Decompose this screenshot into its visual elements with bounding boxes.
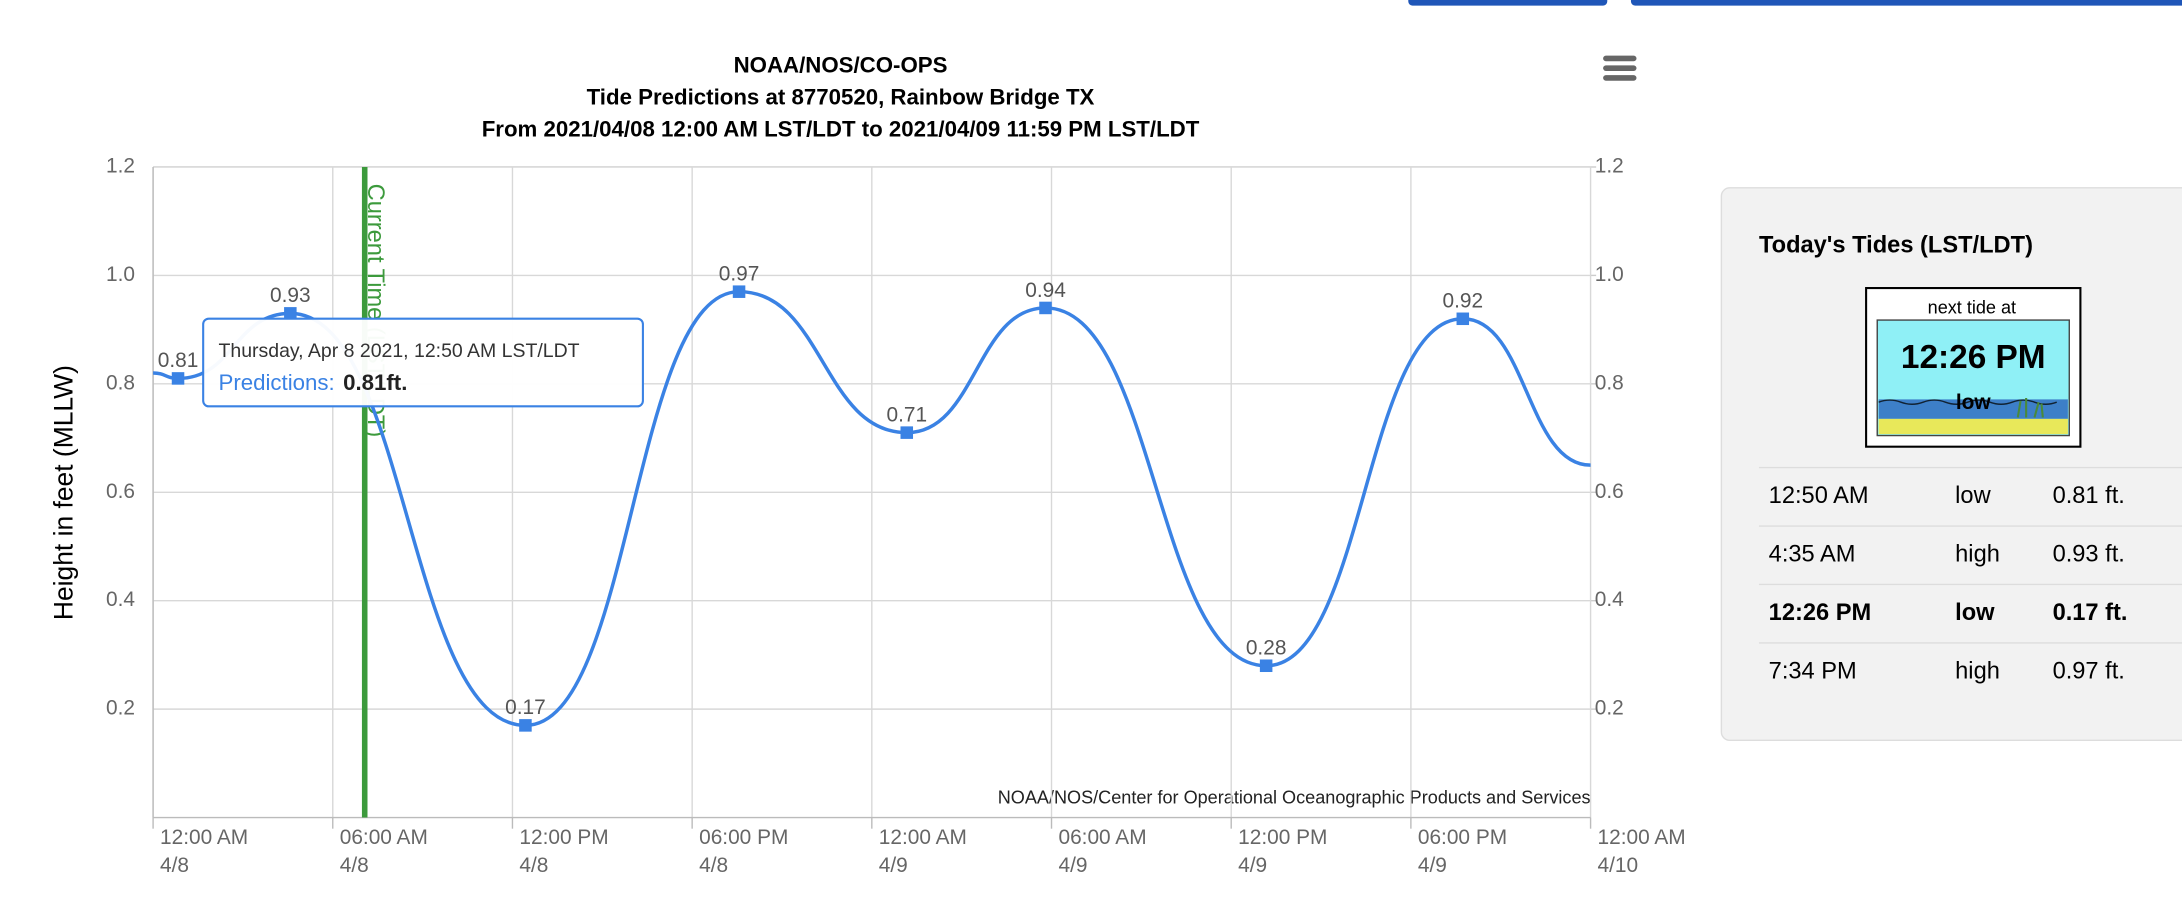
table-cell: 12:50 AM — [1769, 483, 1869, 509]
x-tick-label: 06:00 PM — [1418, 826, 1507, 849]
tooltip-series-name: Predictions: — [218, 370, 334, 395]
point-marker — [1039, 301, 1052, 315]
menu-bar — [1603, 75, 1637, 81]
x-tick-label: 4/9 — [879, 854, 908, 877]
point-marker — [284, 307, 297, 320]
y2-tick-label: 0.4 — [1595, 588, 1624, 611]
y2-tick-label: 0.8 — [1595, 371, 1624, 394]
y2-tick-label: 0.6 — [1595, 480, 1624, 503]
top-button[interactable] — [1630, 0, 2182, 6]
table-cell: high — [1955, 658, 2000, 684]
y-tick-label: 0.6 — [106, 480, 135, 503]
data-label: 0.81 — [158, 349, 199, 372]
chart-subtitle: Tide Predictions at 8770520, Rainbow Bri… — [587, 85, 1095, 110]
x-tick-label: 4/10 — [1598, 854, 1639, 877]
table-cell: high — [1955, 541, 2000, 567]
x-tick-label: 12:00 AM — [160, 826, 248, 849]
point-marker — [1456, 312, 1470, 326]
x-tick-label: 4/8 — [699, 854, 728, 877]
data-label: 0.71 — [886, 403, 927, 426]
tooltip-box — [202, 317, 644, 408]
point-marker — [732, 285, 746, 298]
y2-tick-label: 1.0 — [1595, 263, 1624, 286]
tooltip: Thursday, Apr 8 2021, 12:50 AM LST/LDT Pr… — [202, 317, 644, 408]
x-tick-label: 4/8 — [340, 854, 369, 877]
x-tick-label: 12:00 PM — [1238, 826, 1327, 849]
next-tide-label: next tide at — [1928, 298, 2016, 318]
y-tick-label: 1.2 — [106, 155, 135, 178]
x-tick-label: 4/9 — [1418, 854, 1447, 877]
data-label: 0.28 — [1246, 637, 1287, 660]
menu-bar — [1603, 55, 1637, 62]
table-cell: 7:34 PM — [1769, 658, 1857, 684]
point-marker — [519, 719, 532, 732]
chart-menu[interactable] — [1603, 55, 1637, 81]
table-cell: 0.93 ft. — [2053, 541, 2125, 567]
next-tide-type: low — [1956, 391, 1992, 414]
x-tick-label: 4/8 — [160, 854, 189, 877]
y-tick-label: 0.4 — [106, 588, 135, 611]
widget-grass — [2016, 397, 2044, 418]
widget-sand — [1878, 418, 2068, 435]
chart-title: NOAA/NOS/CO-OPS — [734, 53, 948, 78]
table-cell: 4:35 AM — [1769, 541, 1856, 567]
x-tick-label: 12:00 AM — [879, 826, 967, 849]
y2-tick-label: 0.2 — [1595, 697, 1624, 720]
next-tide-time: 12:26 PM — [1901, 339, 2046, 376]
y-tick-label: 0.2 — [106, 697, 135, 720]
data-label: 0.97 — [719, 262, 760, 285]
chart-subtitle: From 2021/04/08 12:00 AM LST/LDT to 2021… — [482, 117, 1200, 142]
x-tick-label: 12:00 PM — [519, 826, 608, 849]
widget-wave — [1878, 399, 2057, 405]
tooltip-series: Predictions: 0.81ft. — [218, 370, 407, 395]
y-axis-title: Height in feet (MLLW) — [48, 365, 78, 620]
plot: 0.2 0.4 0.6 0.8 1.0 1.2 0.2 0.4 0.6 0.8 1.0 1.2 12:0… — [106, 155, 1686, 877]
data-label: 0.17 — [505, 696, 546, 719]
table-cell: low — [1955, 600, 1995, 626]
point-marker — [1259, 659, 1273, 673]
x-tick-label: 4/9 — [1238, 854, 1267, 877]
x-tick-label: 4/8 — [519, 854, 548, 877]
x-tick-label: 06:00 PM — [699, 826, 788, 849]
top-button[interactable] — [1408, 0, 1608, 6]
tooltip-value: 0.81ft. — [343, 370, 407, 395]
table-cell: 12:26 PM — [1769, 600, 1871, 626]
x-tick-label: 4/9 — [1058, 854, 1087, 877]
y2-tick-label: 1.2 — [1595, 155, 1624, 178]
y-tick-label: 1.0 — [106, 263, 135, 286]
table-cell: 0.97 ft. — [2053, 658, 2125, 684]
tooltip-title: Thursday, Apr 8 2021, 12:50 AM LST/LDT — [218, 340, 579, 362]
data-label: 0.92 — [1442, 290, 1483, 313]
x-tick-label: 12:00 AM — [1598, 826, 1686, 849]
panel-title: Today's Tides (LST/LDT) — [1759, 233, 2033, 259]
data-label: 0.94 — [1025, 279, 1066, 302]
x-tick-label: 06:00 AM — [1058, 826, 1146, 849]
credits[interactable]: NOAA/NOS/Center for Operational Oceanogr… — [998, 788, 1591, 808]
table-cell: 0.81 ft. — [2053, 483, 2125, 509]
point-marker — [171, 372, 185, 385]
x-tick-label: 06:00 AM — [340, 826, 428, 849]
y-tick-label: 0.8 — [106, 371, 135, 394]
tides-panel: Today's Tides (LST/LDT) next tide at 12:… — [1720, 187, 2182, 742]
point-marker — [900, 426, 914, 439]
data-label: 0.93 — [270, 284, 311, 307]
table-cell: 0.17 ft. — [2053, 600, 2128, 626]
menu-bar — [1603, 65, 1637, 71]
table-cell: low — [1955, 483, 1991, 509]
